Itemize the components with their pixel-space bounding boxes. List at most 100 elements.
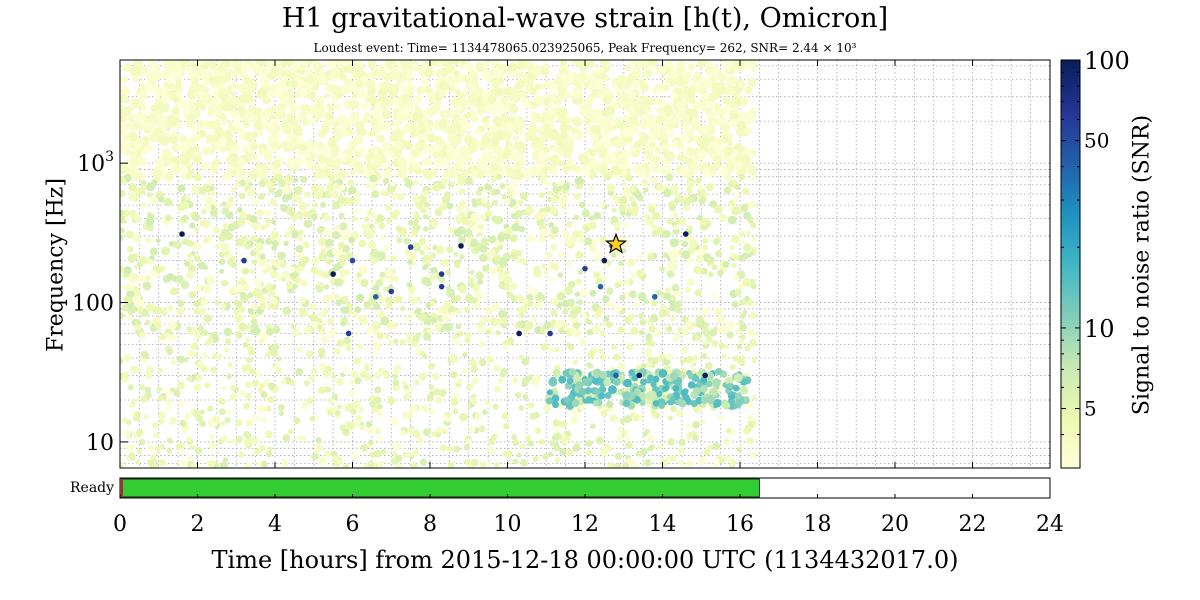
trigger-point	[145, 302, 155, 312]
trigger-point	[480, 316, 488, 323]
trigger-point	[140, 180, 147, 187]
trigger-point	[120, 86, 131, 97]
trigger-point	[700, 376, 708, 384]
trigger-point	[133, 264, 139, 270]
trigger-point	[614, 99, 626, 110]
trigger-point	[294, 277, 302, 284]
trigger-point	[396, 193, 405, 201]
trigger-point	[156, 386, 162, 392]
trigger-point	[439, 444, 447, 452]
trigger-point	[450, 398, 459, 406]
trigger-point	[534, 427, 541, 434]
trigger-point	[468, 70, 479, 81]
trigger-point	[127, 444, 135, 452]
trigger-point	[717, 82, 725, 90]
trigger-point	[455, 324, 461, 330]
trigger-point	[477, 325, 486, 334]
trigger-point	[494, 188, 501, 195]
trigger-point	[450, 371, 458, 379]
trigger-point	[594, 311, 602, 319]
trigger-point	[598, 118, 607, 128]
trigger-point	[630, 116, 639, 125]
trigger-point	[633, 387, 641, 395]
trigger-point	[734, 288, 743, 297]
trigger-point	[446, 126, 457, 136]
trigger-point	[462, 368, 468, 375]
trigger-point	[497, 235, 505, 243]
trigger-point	[572, 132, 579, 139]
trigger-point	[120, 115, 126, 122]
trigger-point	[246, 344, 254, 352]
trigger-point	[640, 362, 647, 369]
trigger-point	[216, 354, 223, 361]
trigger-point	[190, 76, 200, 86]
trigger-point	[574, 291, 581, 297]
trigger-point	[750, 236, 756, 243]
trigger-point	[696, 319, 705, 329]
trigger-point	[233, 308, 240, 315]
trigger-point	[455, 218, 462, 225]
trigger-point	[311, 213, 318, 221]
trigger-point	[338, 169, 348, 180]
trigger-point	[605, 175, 611, 181]
trigger-point	[435, 68, 444, 78]
trigger-point	[595, 278, 603, 286]
trigger-point	[165, 405, 172, 412]
trigger-point	[470, 78, 479, 86]
trigger-point	[431, 221, 439, 228]
trigger-point	[550, 226, 559, 235]
trigger-point	[734, 184, 741, 191]
x-tick-label: 22	[959, 512, 987, 537]
trigger-point	[538, 192, 545, 199]
trigger-point	[397, 72, 408, 82]
trigger-point	[181, 201, 190, 210]
trigger-point	[603, 316, 610, 322]
trigger-point	[270, 284, 277, 290]
trigger-point	[455, 122, 462, 129]
trigger-point	[166, 437, 173, 444]
trigger-point	[140, 201, 147, 208]
trigger-point	[295, 265, 304, 274]
trigger-point	[149, 196, 158, 205]
trigger-point	[120, 165, 127, 172]
trigger-point	[413, 179, 420, 186]
trigger-point	[707, 92, 718, 103]
trigger-point	[379, 234, 385, 241]
trigger-point	[318, 457, 327, 465]
trigger-point	[483, 104, 493, 113]
trigger-point	[145, 365, 152, 372]
trigger-point	[677, 326, 683, 333]
trigger-point	[561, 81, 570, 90]
trigger-point	[161, 148, 172, 159]
trigger-point	[394, 443, 402, 451]
trigger-point	[729, 364, 736, 371]
trigger-point	[332, 182, 340, 190]
trigger-point	[158, 333, 166, 341]
trigger-point	[563, 396, 571, 404]
trigger-point	[129, 194, 137, 202]
trigger-point	[351, 216, 357, 222]
trigger-point	[675, 300, 682, 308]
trigger-point	[702, 237, 709, 245]
trigger-point	[666, 217, 674, 225]
trigger-point	[645, 333, 653, 341]
trigger-point	[266, 91, 274, 99]
trigger-point	[530, 133, 538, 141]
trigger-point	[652, 166, 660, 174]
trigger-point	[584, 226, 590, 232]
trigger-point	[422, 213, 429, 220]
trigger-point	[603, 378, 612, 387]
trigger-point	[499, 371, 506, 378]
trigger-point	[527, 440, 534, 447]
trigger-point	[150, 270, 158, 278]
event-point	[458, 243, 464, 249]
trigger-point	[122, 139, 131, 148]
trigger-point	[120, 234, 124, 241]
trigger-point	[455, 204, 463, 213]
trigger-point	[574, 116, 582, 125]
trigger-point	[705, 362, 713, 370]
trigger-point	[392, 65, 400, 73]
trigger-point	[542, 453, 549, 460]
trigger-point	[361, 223, 368, 230]
trigger-point	[405, 155, 416, 165]
